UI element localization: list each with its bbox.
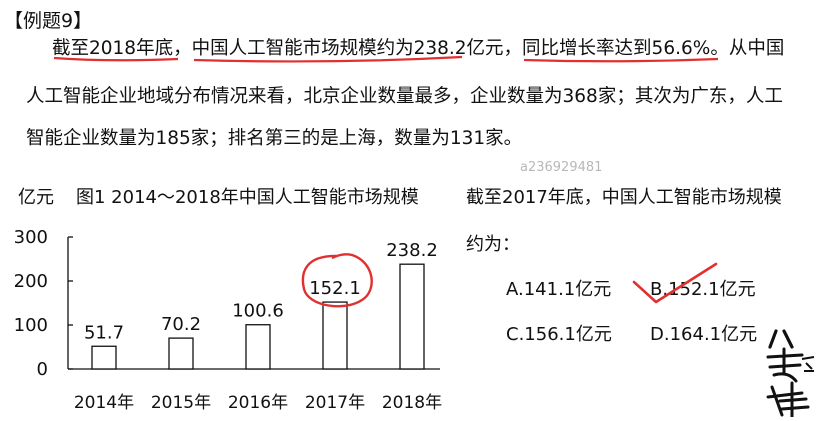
- y-tick-label: 100: [14, 315, 48, 336]
- watermark-text: a236929481: [520, 160, 603, 175]
- x-tick-label: 2015年: [151, 393, 211, 413]
- paragraph-line-3: 智能企业数量为185家；排名第三的是上海，数量为131家。: [26, 128, 523, 149]
- option-a[interactable]: A.141.1亿元: [506, 279, 612, 300]
- data-label: 70.2: [161, 314, 201, 335]
- bar: [245, 324, 271, 370]
- bar: [91, 345, 117, 370]
- question-stem-line-2: 约为：: [466, 234, 520, 255]
- data-label: 152.1: [309, 278, 361, 299]
- bar: [399, 263, 425, 370]
- paragraph-line-2: 人工智能企业地域分布情况来看，北京企业数量最多，企业数量为368家；其次为广东，…: [26, 86, 783, 107]
- example-title: 【例题9】: [4, 10, 93, 32]
- question-stem-line-1: 截至2017年底，中国人工智能市场规模: [466, 187, 782, 208]
- paragraph-line-1: 截至2018年底，中国人工智能市场规模约为238.2亿元，同比增长率达到56.6…: [52, 38, 785, 59]
- y-tick-label: 0: [37, 359, 48, 380]
- x-tick-label: 2017年: [305, 393, 365, 413]
- option-c[interactable]: C.156.1亿元: [506, 324, 612, 345]
- bar: [168, 337, 194, 370]
- x-tick-label: 2018年: [382, 393, 442, 413]
- data-label: 238.2: [386, 240, 438, 261]
- chart-title: 图1 2014～2018年中国人工智能市场规模: [76, 187, 419, 208]
- x-tick-label: 2014年: [74, 393, 134, 413]
- brand-calligraphy-logo: [766, 329, 815, 417]
- x-tick-label: 2016年: [228, 393, 288, 413]
- bar-chart: 0 100 200 300 51.7 2014年 70.2 2015年 100.6 2016年 15…: [14, 227, 442, 413]
- data-label: 51.7: [84, 322, 124, 343]
- option-b[interactable]: B.152.1亿元: [650, 279, 756, 300]
- option-d[interactable]: D.164.1亿元: [650, 324, 758, 345]
- data-label: 100.6: [232, 301, 284, 322]
- bar: [322, 301, 348, 370]
- y-axis-unit-label: 亿元: [18, 187, 54, 208]
- y-tick-label: 200: [14, 271, 48, 292]
- y-tick-label: 300: [14, 227, 48, 248]
